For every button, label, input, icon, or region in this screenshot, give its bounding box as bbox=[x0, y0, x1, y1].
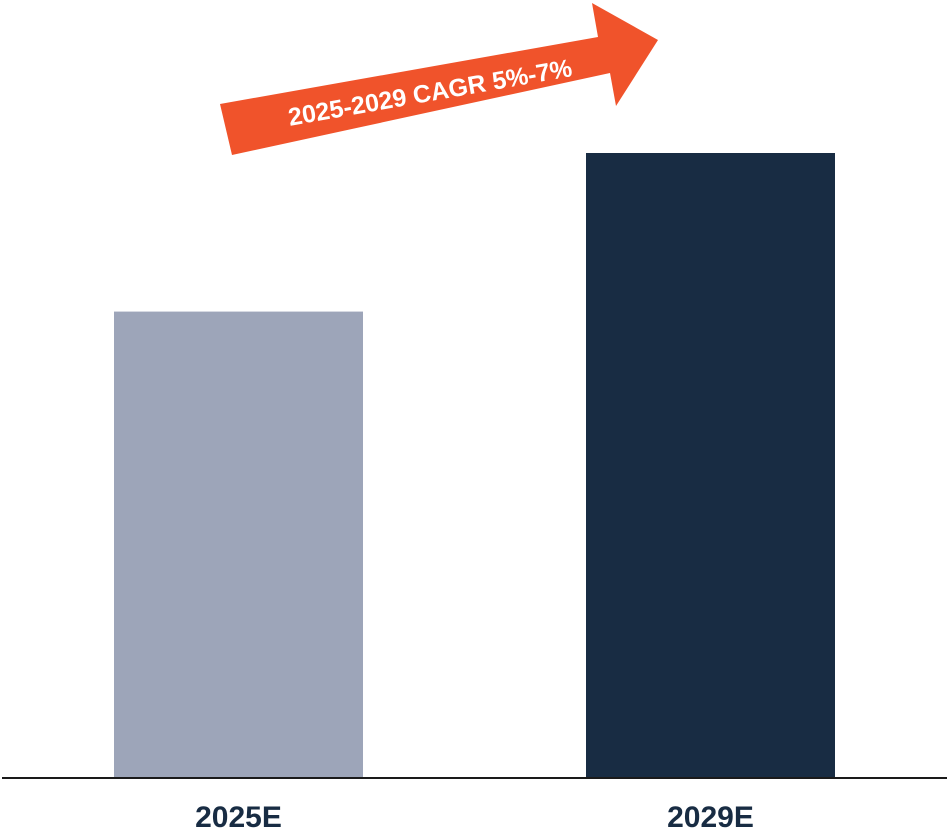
x-axis-ticks: 2025E 2029E bbox=[195, 801, 754, 834]
bar-2029e bbox=[586, 153, 835, 778]
cagr-arrow-shape bbox=[220, 3, 658, 155]
cagr-arrow: 2025-2029 CAGR 5%-7% bbox=[220, 3, 658, 155]
x-tick-label-2029e: 2029E bbox=[667, 801, 754, 832]
x-tick-label-2025e: 2025E bbox=[195, 801, 282, 832]
bars-layer bbox=[114, 153, 835, 778]
bar-2025e bbox=[114, 311, 363, 778]
